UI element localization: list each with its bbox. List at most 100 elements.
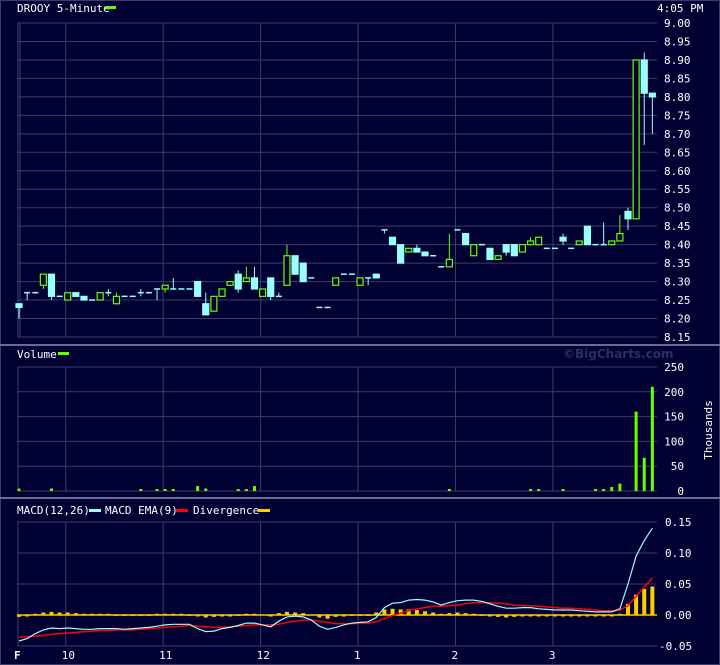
divergence-bar xyxy=(414,610,419,615)
price-tick-label: 8.75 xyxy=(664,109,691,122)
divergence-bar xyxy=(406,609,411,615)
time-tick-label: F xyxy=(14,649,21,662)
candle-body xyxy=(405,247,413,253)
divergence-bar xyxy=(106,613,111,616)
candle-body xyxy=(502,244,510,253)
price-tick-label: 8.20 xyxy=(664,313,691,326)
divergence-bar xyxy=(552,615,557,617)
candle-body xyxy=(15,303,23,309)
time-tick-label: 2 xyxy=(451,649,458,662)
divergence-bar xyxy=(536,615,541,617)
price-tick-label: 8.90 xyxy=(664,54,691,67)
time-tick-label: 1 xyxy=(354,649,361,662)
volume-bar xyxy=(139,489,143,491)
divergence-bar xyxy=(447,613,452,615)
divergence-bar xyxy=(244,613,249,616)
divergence-bar xyxy=(650,586,655,615)
candle-body xyxy=(494,255,502,261)
volume-bar xyxy=(650,386,654,491)
price-tick-label: 8.95 xyxy=(664,35,691,48)
divergence-bar xyxy=(528,615,533,617)
volume-title: Volume xyxy=(17,348,57,361)
candle-body xyxy=(226,280,234,286)
price-tick-label: 8.80 xyxy=(664,91,691,104)
candle-body xyxy=(624,210,632,220)
price-tick-label: 8.35 xyxy=(664,257,691,270)
axis-labels: 9.00 8.95 8.90 8.85 8.80 8.75 8.70 8.65 8.60 8.55… xyxy=(14,17,692,662)
divergence-bar xyxy=(463,613,468,615)
candle-body xyxy=(445,258,453,268)
candle-body xyxy=(250,277,259,290)
candle-body xyxy=(648,92,656,98)
divergence-bar xyxy=(17,615,21,617)
candle-body xyxy=(194,280,202,297)
macd-lines xyxy=(18,527,653,642)
candle-body xyxy=(299,262,307,283)
divergence-bar xyxy=(65,612,70,615)
candle-body xyxy=(267,277,275,297)
volume-bar xyxy=(594,489,598,491)
macd-tick-label: 0.00 xyxy=(665,609,692,622)
divergence-bar xyxy=(341,615,346,617)
candle-body xyxy=(632,59,640,220)
divergence-bar xyxy=(90,613,95,616)
divergence-bar xyxy=(634,594,639,615)
divergence-legend-label: Divergence xyxy=(193,504,259,517)
divergence-bar xyxy=(626,603,630,615)
price-tick-label: 8.30 xyxy=(664,276,691,289)
macd-tick-label: 0.15 xyxy=(665,516,692,529)
macd-ema-legend-label: MACD EMA(9) xyxy=(105,504,178,517)
divergence-bar xyxy=(601,615,606,617)
candle-body xyxy=(112,295,121,305)
candle-body xyxy=(234,273,242,290)
divergence-bar xyxy=(57,612,62,615)
volume-bar xyxy=(171,489,175,491)
volume-bar xyxy=(49,488,53,491)
candle-body xyxy=(356,277,364,286)
divergence-bar xyxy=(390,608,395,615)
divergence-bar xyxy=(374,612,379,615)
volume-tick-label: 250 xyxy=(664,361,684,374)
price-legend-swatch xyxy=(105,6,116,9)
divergence-bar xyxy=(49,611,54,615)
volume-bar xyxy=(155,489,159,491)
volume-tick-label: 100 xyxy=(664,435,684,448)
divergence-bar xyxy=(561,615,566,617)
volume-bar xyxy=(602,489,606,491)
divergence-bar xyxy=(642,588,647,615)
divergence-bar xyxy=(187,614,192,616)
divergence-bar xyxy=(577,615,582,617)
divergence-bar xyxy=(487,615,492,617)
divergence-bar xyxy=(585,615,590,617)
divergence-bar xyxy=(41,612,46,615)
volume-bar xyxy=(244,489,248,491)
chart-title: DROOY 5-Minute xyxy=(17,2,110,15)
divergence-bar xyxy=(98,613,103,616)
macd-line xyxy=(18,527,653,642)
candle-body xyxy=(510,244,518,257)
candle-body xyxy=(47,273,56,297)
divergence-bar xyxy=(496,615,501,617)
candle-body xyxy=(39,273,47,286)
price-tick-label: 8.70 xyxy=(664,128,691,141)
divergence-bar xyxy=(609,615,614,617)
divergence-bar xyxy=(284,611,289,615)
macd-tick-label: 0.05 xyxy=(665,578,692,591)
candle-body xyxy=(640,59,648,94)
volume-bar xyxy=(537,489,541,491)
grid-lines xyxy=(17,22,657,647)
divergence-bar xyxy=(479,614,484,616)
divergence-bar xyxy=(325,615,330,619)
candle-body xyxy=(413,247,421,253)
time-tick-label: 12 xyxy=(257,649,270,662)
divergence-bar xyxy=(333,615,338,617)
divergence-bar xyxy=(130,614,135,616)
price-candles xyxy=(15,52,656,319)
volume-units-label: Thousands xyxy=(702,400,715,460)
volume-legend-swatch xyxy=(58,352,69,355)
divergence-bar xyxy=(593,615,598,617)
divergence-bar xyxy=(276,613,281,615)
candle-body xyxy=(259,288,267,297)
divergence-bar xyxy=(203,615,208,618)
